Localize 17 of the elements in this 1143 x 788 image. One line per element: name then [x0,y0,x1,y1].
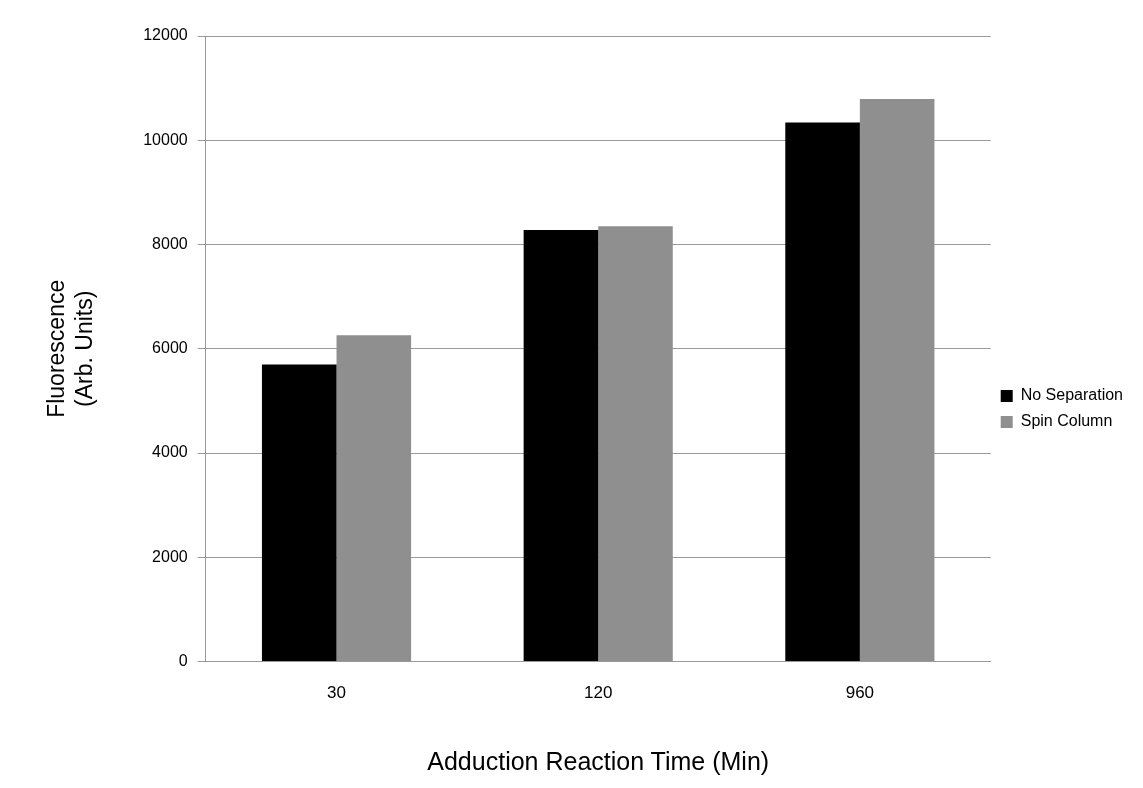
legend-label: No Separation [1020,386,1124,404]
y-tick-label: 12000 [143,26,188,44]
y-tick-label: 10000 [143,130,188,148]
y-axis-title: Fluorescence (Arb. Units) [43,279,97,418]
y-tick-label: 2000 [152,547,188,565]
y-tick-label: 4000 [152,443,188,461]
x-tick-label: 120 [584,683,613,703]
y-tick-label: 8000 [152,234,188,252]
bar [261,364,337,662]
x-tick-label: 960 [845,683,875,703]
legend-label: Spin Column [1020,412,1113,430]
x-axis-title: Adduction Reaction Time (Min) [427,746,770,775]
y-tick-label: 6000 [152,339,188,357]
bar [785,122,860,662]
x-tick-label: 30 [327,683,346,703]
y-tick-label: 0 [178,652,188,670]
bar [523,229,599,662]
